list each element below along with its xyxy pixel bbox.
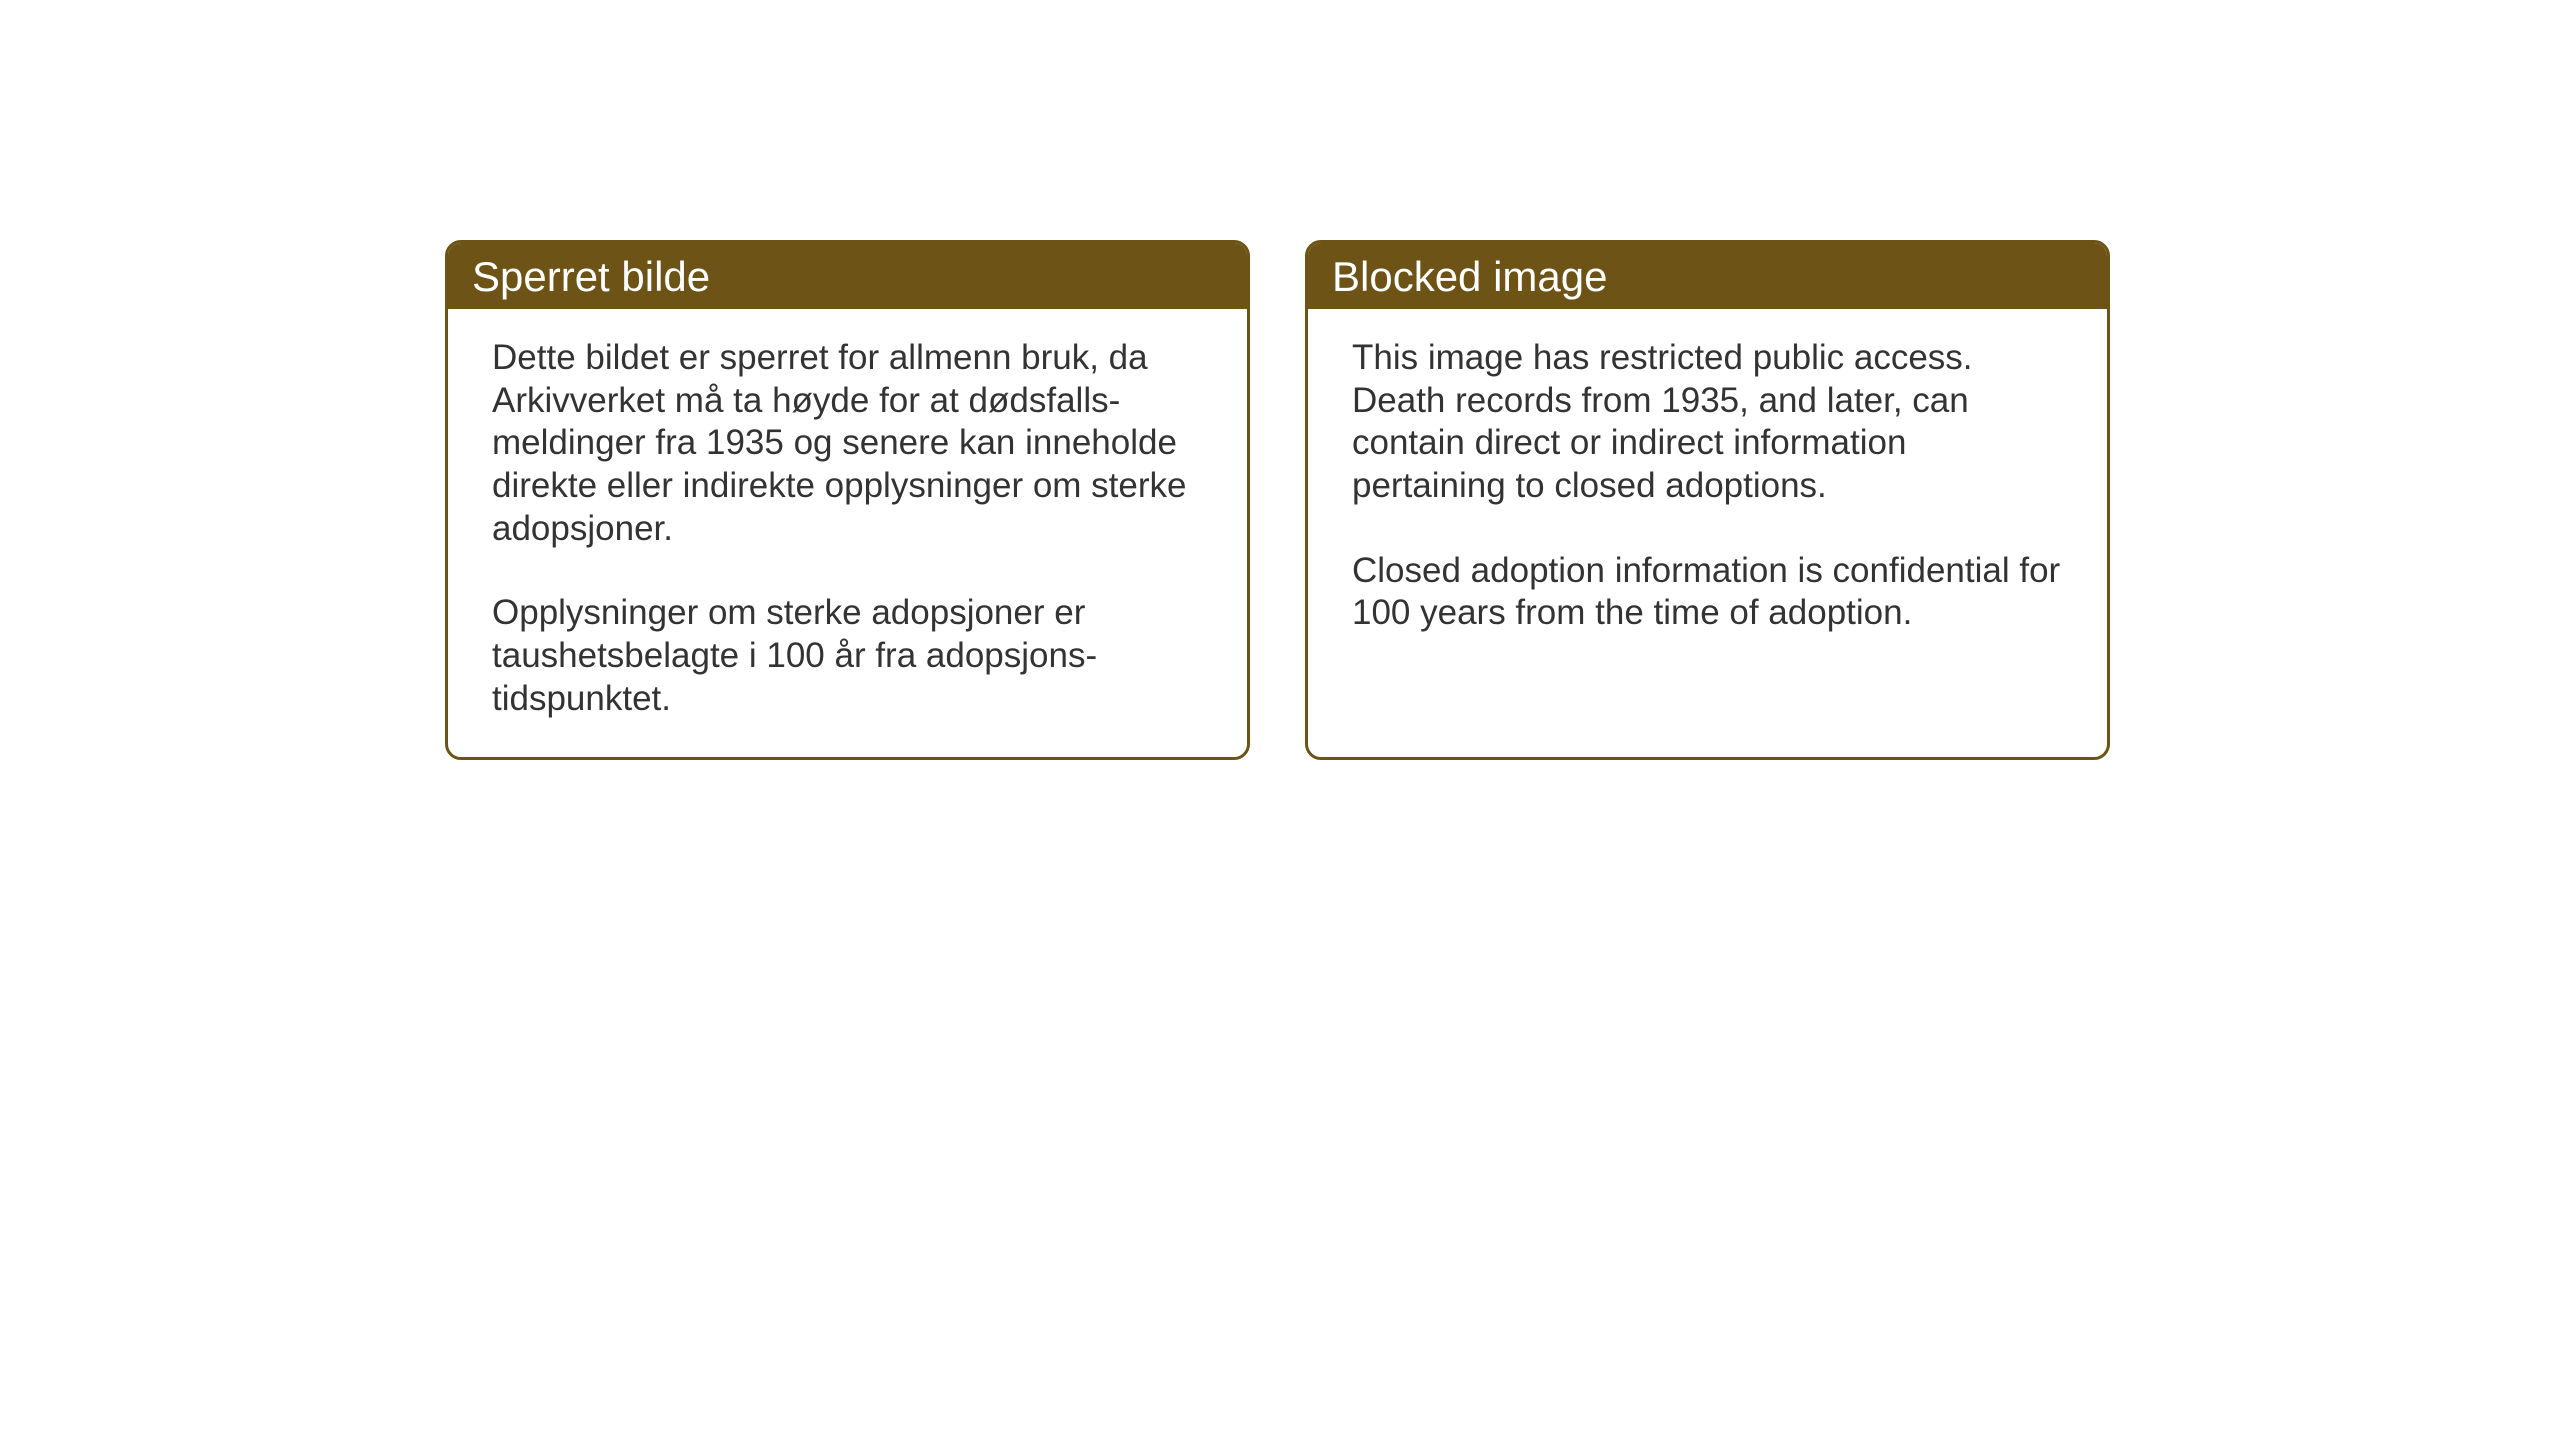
card-paragraph-1-norwegian: Dette bildet er sperret for allmenn bruk… (492, 337, 1203, 550)
card-english: Blocked image This image has restricted … (1305, 240, 2110, 760)
card-header-english: Blocked image (1308, 243, 2107, 309)
card-paragraph-2-english: Closed adoption information is confident… (1352, 550, 2063, 635)
cards-container: Sperret bilde Dette bildet er sperret fo… (445, 240, 2110, 760)
card-paragraph-1-english: This image has restricted public access.… (1352, 337, 2063, 508)
card-title-norwegian: Sperret bilde (472, 253, 710, 300)
card-norwegian: Sperret bilde Dette bildet er sperret fo… (445, 240, 1250, 760)
card-header-norwegian: Sperret bilde (448, 243, 1247, 309)
card-title-english: Blocked image (1332, 253, 1607, 300)
card-paragraph-2-norwegian: Opplysninger om sterke adopsjoner er tau… (492, 592, 1203, 720)
card-body-english: This image has restricted public access.… (1308, 309, 2107, 757)
card-body-norwegian: Dette bildet er sperret for allmenn bruk… (448, 309, 1247, 757)
